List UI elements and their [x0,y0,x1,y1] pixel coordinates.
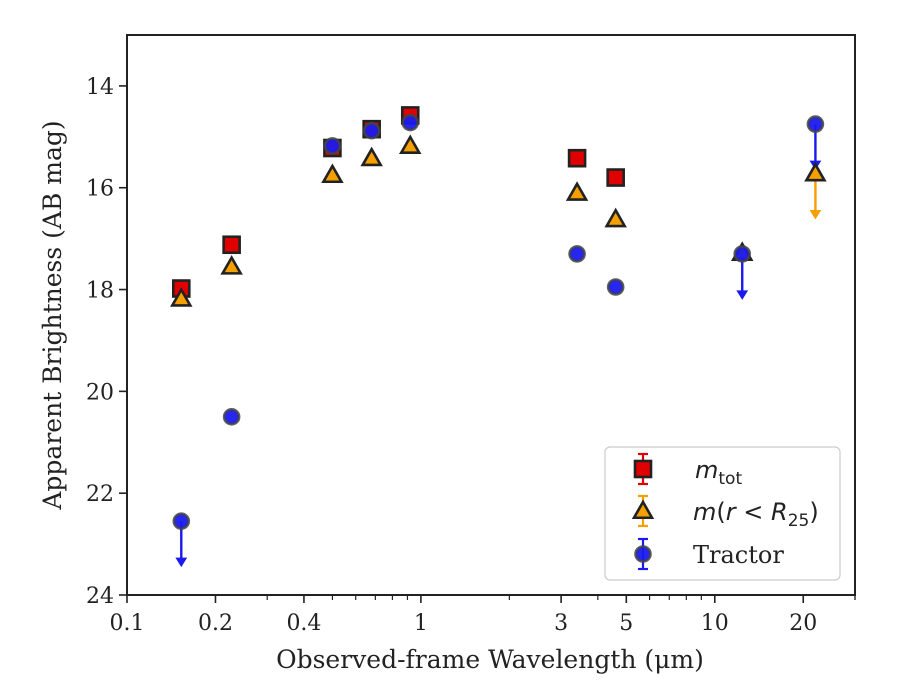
y-tick-label: 24 [86,584,114,609]
tractor-point [568,245,586,263]
tractor-point [606,278,625,296]
upper-limit-arrowhead [175,557,188,568]
mtot-point [222,235,241,255]
y-tick-label: 22 [86,482,114,507]
tractor-point [362,121,381,140]
legend-label-tractor: Tractor [693,541,784,569]
legend-marker-square [633,459,653,479]
tractor-point [172,512,191,530]
tractor-point [733,245,752,263]
mr25-point [399,134,422,155]
upper-limit-arrowhead [809,209,822,220]
mr25-point [360,146,383,167]
x-tick-label: 0.4 [286,611,321,636]
upper-limit-arrowhead [736,290,749,300]
y-tick-label: 18 [86,279,114,304]
chart-marks [170,106,827,568]
mr25-point [220,255,243,275]
chart-axes: 0.1 0.2 0.4 1 3 5 10 20 14 16 18 20 22 24 [86,34,856,636]
y-tick-label: 14 [86,75,114,100]
x-tick-label: 20 [789,611,817,636]
tractor-point [401,113,420,132]
legend: mtot m(r < R25) Tractor [604,446,841,581]
legend-label-mtot: mtot [695,456,742,489]
mtot-point [567,148,587,168]
y-tick-label: 20 [86,380,114,405]
x-tick-label: 5 [619,611,633,636]
mtot-point [606,168,625,187]
tractor-point [806,115,825,133]
x-tick-label: 0.1 [110,611,145,636]
x-tick-label: 3 [554,611,568,636]
x-tick-label: 1 [414,611,428,636]
mr25-point [321,163,344,184]
y-tick-label: 16 [86,177,114,202]
tractor-point [323,137,342,155]
legend-label-mr25: m(r < R25) [693,498,819,531]
plot-frame [126,34,856,596]
legend-marker-triangle [631,499,655,520]
y-axis-label: Apparent Brightness (AB mag) [38,120,67,510]
mr25-point [170,287,193,307]
mr25-point [804,161,827,182]
legend-marker-circle [634,545,652,563]
x-tick-label: 10 [701,611,729,636]
x-axis-label: Observed-frame Wavelength (μm) [276,645,704,674]
mr25-point [604,207,627,228]
x-tick-label: 0.2 [198,611,233,636]
tractor-point [222,408,241,426]
mr25-point [565,181,589,201]
legend-box [604,446,841,581]
